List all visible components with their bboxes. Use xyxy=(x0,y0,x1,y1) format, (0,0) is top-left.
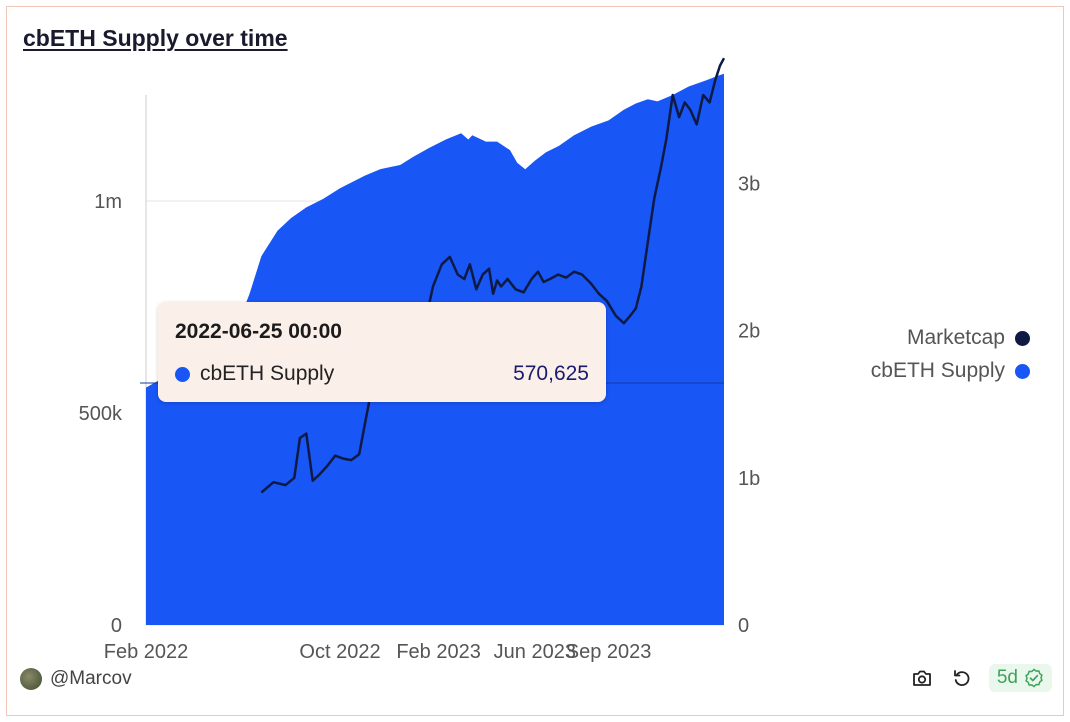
author-handle: @Marcov xyxy=(50,668,132,689)
legend-label: Marketcap xyxy=(906,326,1005,349)
refresh-icon[interactable] xyxy=(949,665,975,691)
x-tick-label: Feb 2022 xyxy=(104,641,189,663)
footer-toolbar: 5d xyxy=(909,664,1052,692)
x-tick-label: Oct 2022 xyxy=(299,641,380,663)
check-circle-icon xyxy=(1025,668,1043,688)
author[interactable]: @Marcov xyxy=(20,668,132,690)
chart-title[interactable]: cbETH Supply over time xyxy=(23,25,288,51)
y-right-tick-label: 0 xyxy=(738,615,749,637)
tooltip-date: 2022-06-25 00:00 xyxy=(175,320,342,343)
tooltip-series-name: cbETH Supply xyxy=(200,362,335,385)
legend-item-cbeth-supply[interactable]: cbETH Supply xyxy=(871,359,1030,383)
tooltip-row: cbETH Supply 570,625 xyxy=(175,362,589,386)
y-left-tick-label: 500k xyxy=(79,403,123,425)
chart-tooltip: 2022-06-25 00:00 cbETH Supply 570,625 xyxy=(158,302,606,402)
legend-dot-icon xyxy=(1015,363,1030,379)
x-tick-label: Sep 2023 xyxy=(566,641,652,663)
y-right-tick-label: 2b xyxy=(738,321,760,343)
y-left-tick-label: 1m xyxy=(94,191,122,213)
avatar xyxy=(20,668,42,690)
legend-item-marketcap[interactable]: Marketcap xyxy=(907,326,1030,350)
y-right-tick-label: 3b xyxy=(738,173,760,195)
x-tick-label: Jun 2023 xyxy=(494,641,576,663)
y-left-tick-label: 0 xyxy=(111,615,122,637)
legend-label: cbETH Supply xyxy=(870,359,1005,382)
tooltip-value: 570,625 xyxy=(513,362,589,385)
series-line-marketcap xyxy=(260,57,726,494)
legend-dot-icon xyxy=(1015,330,1030,346)
freshness-age: 5d xyxy=(996,667,1018,688)
x-tick-label: Feb 2023 xyxy=(396,641,481,663)
camera-icon[interactable] xyxy=(909,665,935,691)
y-right-tick-label: 1b xyxy=(738,468,760,490)
tooltip-series-dot-icon xyxy=(175,366,190,382)
legend: Marketcap cbETH Supply xyxy=(871,326,1030,383)
freshness-badge[interactable]: 5d xyxy=(988,664,1052,692)
